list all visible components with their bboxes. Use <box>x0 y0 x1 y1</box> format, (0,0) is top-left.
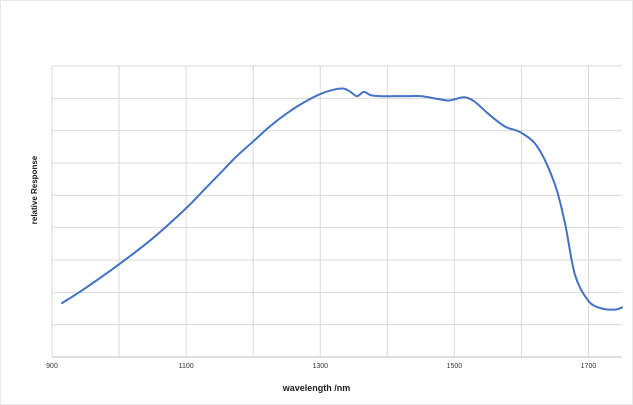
x-tick-labels: 900 1100 1300 1500 1700 <box>46 363 596 370</box>
x-tick-label: 900 <box>46 363 58 370</box>
y-axis-label: relative Response <box>30 155 39 225</box>
x-tick-label: 1500 <box>447 363 463 370</box>
x-tick-label: 1300 <box>312 363 328 370</box>
x-axis-label: wavelength /nm <box>282 383 351 393</box>
gridlines <box>52 65 622 358</box>
x-tick-label: 1700 <box>581 363 597 370</box>
series-layer <box>61 87 623 311</box>
axes <box>51 66 622 358</box>
x-tick-label: 1100 <box>179 363 194 370</box>
series-line-relative-response <box>61 87 623 311</box>
